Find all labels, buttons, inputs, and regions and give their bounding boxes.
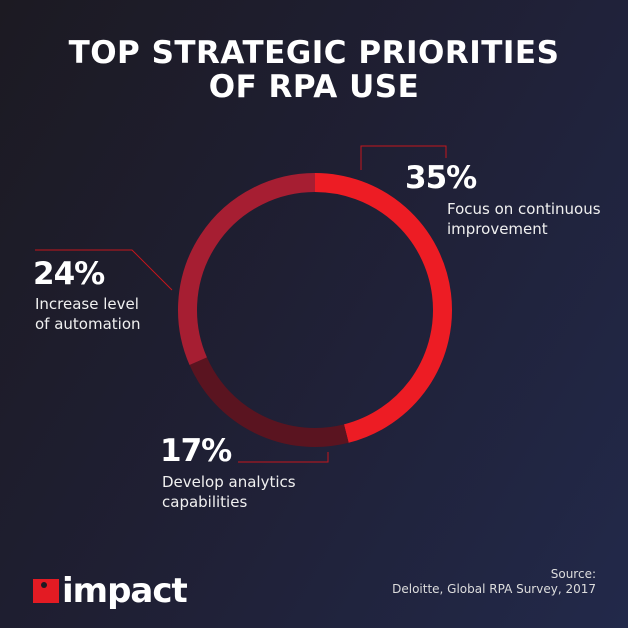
source-note: Source: Deloitte, Global RPA Survey, 2017	[392, 567, 596, 597]
slice-name-line: improvement	[447, 220, 548, 238]
title-line-2: OF RPA USE	[208, 69, 420, 105]
data-label-17: 17%	[160, 433, 232, 469]
donut-slice-24	[178, 173, 316, 366]
title-line-1: TOP STRATEGIC PRIORITIES	[68, 35, 560, 71]
leader-line-17	[238, 452, 329, 463]
source-label: Source:	[550, 567, 596, 581]
slice-name-35: Focus on continuous improvement	[447, 199, 601, 239]
logo-mark-icon	[33, 579, 59, 603]
slice-name-line: Develop analytics	[162, 473, 296, 491]
slice-name-24: Increase level of automation	[35, 294, 141, 334]
slice-name-line: Focus on continuous	[447, 200, 601, 218]
source-text: Deloitte, Global RPA Survey, 2017	[392, 582, 596, 596]
data-label-35: 35%	[405, 160, 477, 196]
data-label-24: 24%	[33, 256, 105, 292]
logo-text: impact	[62, 571, 188, 611]
donut-slice-35	[314, 173, 452, 443]
slice-name-17: Develop analytics capabilities	[162, 472, 296, 512]
slice-name-line: of automation	[35, 315, 141, 333]
slice-name-line: capabilities	[162, 493, 248, 511]
slice-name-line: Increase level	[35, 295, 139, 313]
chart-title: TOP STRATEGIC PRIORITIES OF RPA USE	[0, 36, 628, 104]
impact-logo: impact	[33, 571, 188, 611]
donut-slice-17	[189, 357, 349, 447]
leader-line-24	[35, 249, 173, 291]
leader-line-35	[360, 145, 447, 170]
